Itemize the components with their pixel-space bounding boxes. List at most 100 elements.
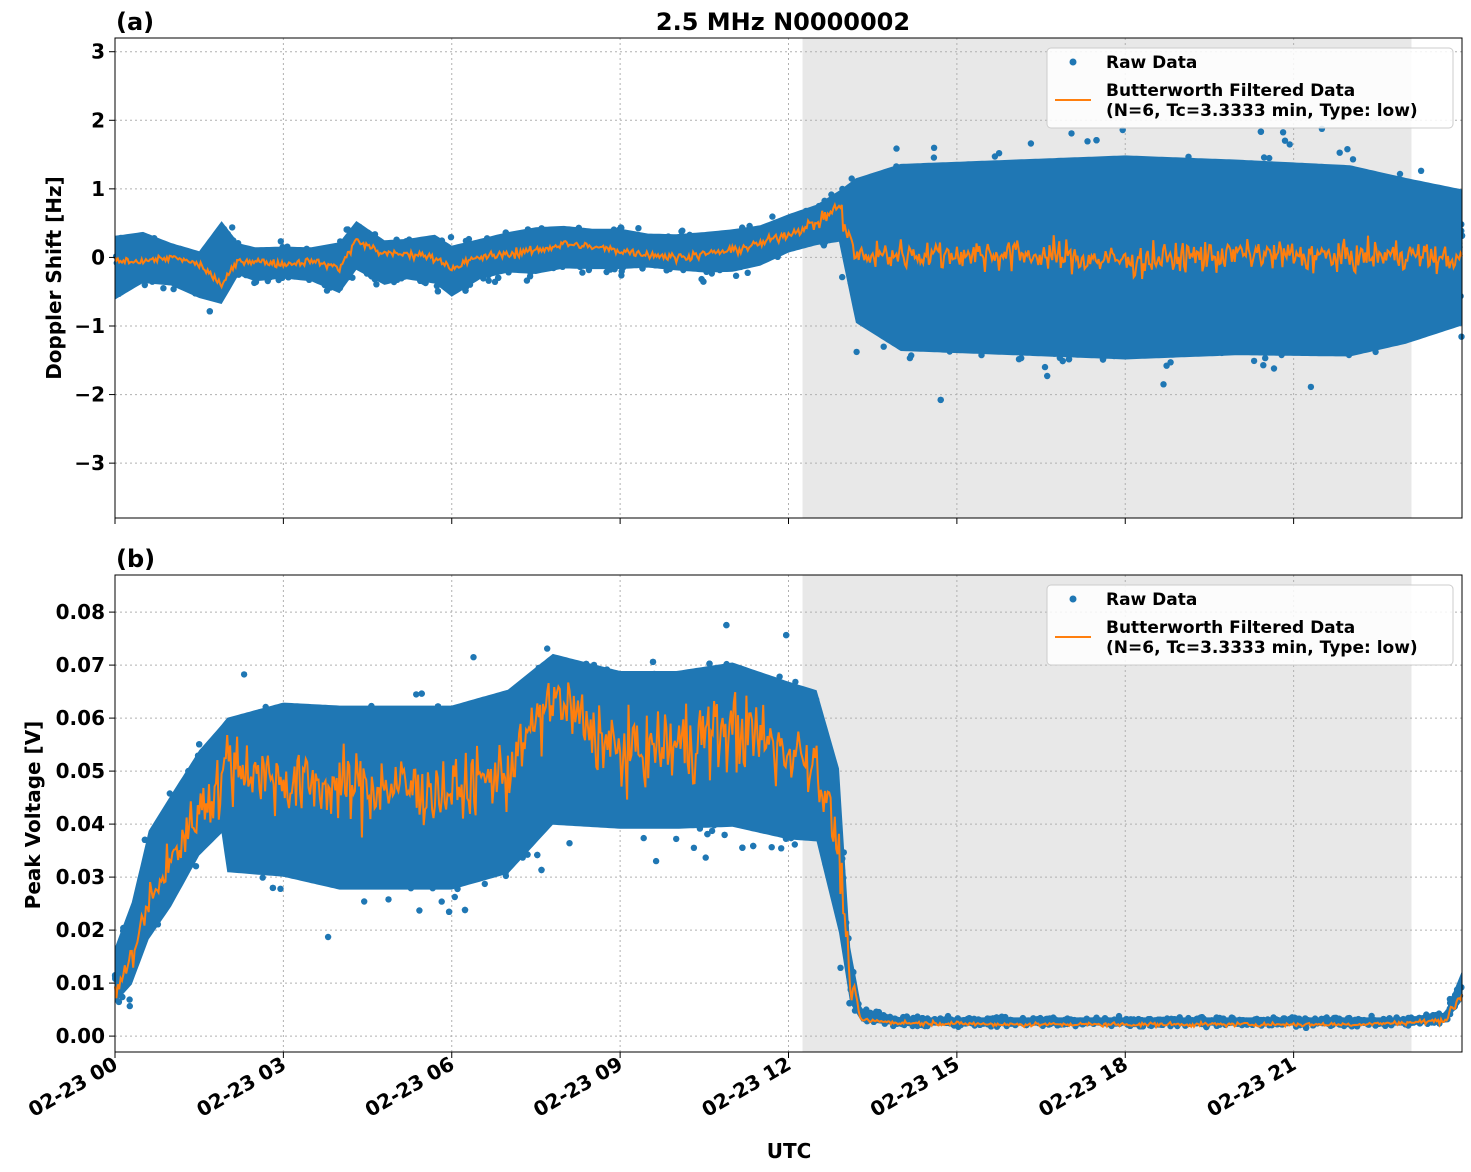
- raw-data-point: [930, 144, 938, 151]
- raw-data-point: [1286, 141, 1293, 148]
- raw-data-point: [783, 631, 790, 639]
- raw-data-point: [778, 845, 785, 852]
- raw-data-point: [413, 691, 420, 698]
- raw-data-point: [277, 238, 284, 245]
- raw-data-point: [1044, 372, 1051, 380]
- raw-data-point: [416, 907, 423, 914]
- panel-peak-voltage: (b) 0.080.070.060.050.040.030.020.010.00…: [21, 545, 1465, 1058]
- raw-data-point: [1250, 357, 1258, 365]
- y-ticks-a: 3 2 1 0 −1 −2 −3: [74, 40, 115, 475]
- raw-data-point: [470, 654, 477, 661]
- legend-marker-raw-a: [1069, 58, 1077, 66]
- raw-data-point: [495, 274, 502, 281]
- raw-data-point: [1059, 357, 1066, 365]
- raw-data-point: [1015, 356, 1023, 363]
- raw-data-point: [1257, 128, 1265, 135]
- raw-data-point: [768, 844, 775, 851]
- raw-data-point: [579, 269, 586, 276]
- raw-data-point: [445, 908, 453, 915]
- raw-data-point: [739, 844, 746, 851]
- raw-data-point: [1260, 154, 1268, 161]
- raw-data-point: [679, 227, 686, 234]
- raw-data-point: [839, 273, 846, 281]
- raw-data-point: [126, 1002, 133, 1010]
- y-tick-label: 2: [91, 108, 105, 132]
- raw-data-point: [1041, 363, 1049, 371]
- y-tick-label: 1: [91, 177, 105, 201]
- raw-data-point: [1349, 156, 1357, 163]
- raw-data-point: [700, 278, 707, 285]
- raw-data-point: [323, 287, 331, 294]
- raw-data-point: [1093, 137, 1100, 144]
- raw-data-point: [534, 851, 541, 859]
- raw-data-point: [1266, 154, 1273, 162]
- panel-label-b: (b): [116, 545, 155, 573]
- raw-data-point: [732, 272, 740, 279]
- raw-data-point: [361, 898, 368, 905]
- raw-data-point: [893, 145, 900, 152]
- raw-data-point: [1307, 383, 1315, 391]
- y-tick-label: −2: [74, 383, 105, 407]
- raw-data-point: [635, 225, 642, 232]
- raw-data-points-a: [112, 125, 1466, 404]
- raw-data-point: [702, 854, 709, 861]
- raw-data-point: [880, 343, 887, 350]
- raw-data-point: [930, 154, 938, 161]
- raw-data-point: [385, 896, 392, 903]
- figure-title: 2.5 MHz N0000002: [656, 8, 910, 36]
- raw-data-point: [1027, 140, 1035, 147]
- raw-data-point: [418, 690, 425, 697]
- raw-data-point: [673, 835, 680, 843]
- legend-a: Raw Data Butterworth Filtered Data (N=6, …: [1046, 47, 1454, 129]
- raw-data-point: [837, 964, 844, 971]
- raw-data-point: [544, 645, 551, 652]
- raw-data-point: [1396, 170, 1404, 178]
- raw-data-point: [1281, 137, 1289, 144]
- raw-data-point: [1068, 130, 1075, 137]
- raw-data-point: [769, 213, 776, 220]
- raw-data-point: [1084, 138, 1091, 145]
- raw-data-point: [853, 348, 860, 356]
- raw-data-point: [126, 996, 133, 1003]
- raw-data-point: [908, 352, 915, 359]
- raw-data-point: [995, 150, 1003, 157]
- raw-data-point: [1065, 356, 1073, 363]
- y-tick-label: 3: [91, 40, 105, 64]
- y-tick-label: −1: [74, 314, 105, 338]
- raw-data-point: [566, 840, 573, 847]
- raw-data-point: [465, 235, 473, 243]
- raw-data-point: [1262, 354, 1269, 362]
- raw-data-point: [485, 277, 492, 284]
- panel-label-a: (a): [116, 8, 154, 36]
- raw-data-point: [170, 285, 177, 293]
- raw-data-point: [744, 269, 751, 276]
- raw-data-point: [141, 281, 148, 289]
- raw-data-point: [690, 844, 698, 851]
- raw-data-point: [240, 671, 248, 678]
- raw-data-point: [196, 741, 203, 748]
- x-ticks-a: [114, 518, 1295, 524]
- raw-data-point: [229, 224, 236, 231]
- raw-data-point: [447, 234, 455, 241]
- y-tick-label: 0: [91, 245, 105, 269]
- raw-data-point: [461, 906, 469, 914]
- raw-data-point: [451, 893, 458, 901]
- raw-data-point: [652, 857, 660, 865]
- raw-data-point: [160, 285, 167, 292]
- raw-data-point: [791, 841, 798, 848]
- raw-data-point: [538, 866, 545, 874]
- raw-data-point: [434, 288, 442, 295]
- raw-data-point: [481, 880, 488, 888]
- raw-data-point: [1336, 149, 1343, 156]
- raw-data-point: [723, 621, 730, 629]
- raw-data-point: [1344, 146, 1351, 153]
- raw-data-point: [206, 308, 213, 315]
- raw-data-point: [1260, 362, 1267, 369]
- y-tick-label: −3: [74, 451, 105, 475]
- panel-doppler-shift: (a) 3 2 1 0 −1 −2 −3 Doppler Shift [Hz] Raw Da…: [42, 8, 1466, 524]
- raw-data-point: [438, 898, 445, 905]
- raw-data-point: [1167, 359, 1174, 366]
- y-axis-label-a: Doppler Shift [Hz]: [42, 176, 66, 380]
- raw-data-point: [1160, 381, 1167, 388]
